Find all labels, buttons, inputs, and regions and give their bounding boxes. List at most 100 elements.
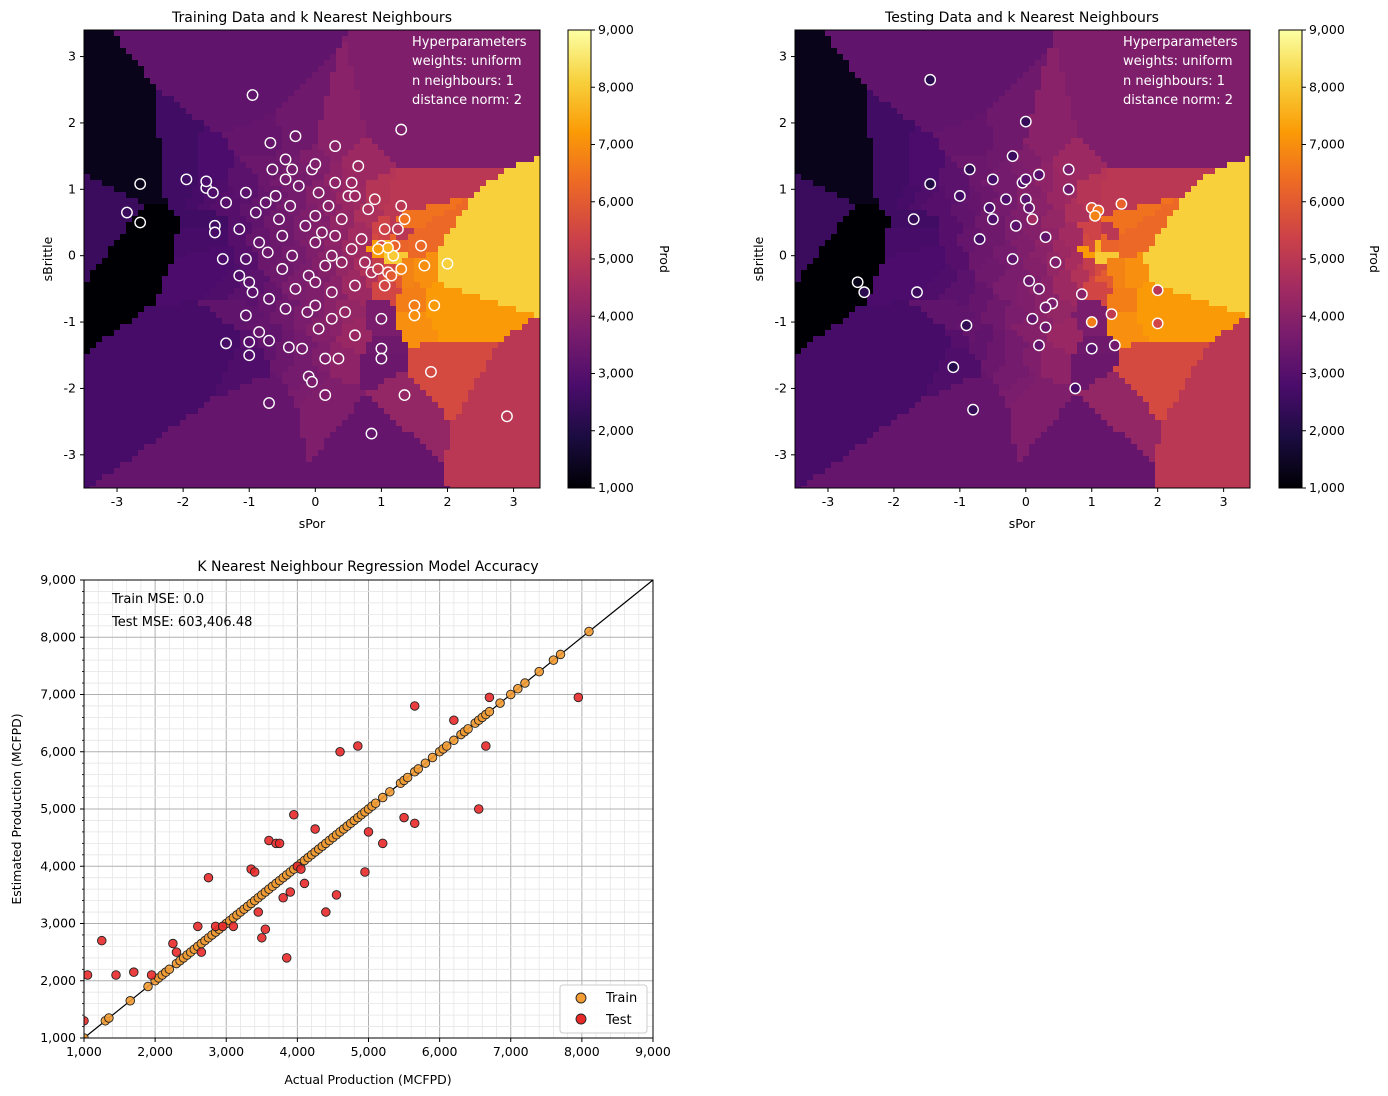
surface-cell — [378, 294, 385, 301]
surface-cell — [354, 174, 361, 181]
surface-cell — [270, 102, 277, 109]
surface-cell — [450, 162, 457, 169]
surface-cell — [222, 348, 229, 355]
surface-cell — [234, 414, 241, 421]
surface-cell — [426, 294, 433, 301]
surface-cell — [492, 138, 499, 145]
surface-cell — [366, 102, 373, 109]
surface-cell — [462, 48, 469, 55]
surface-cell — [516, 240, 523, 247]
surface-cell — [324, 30, 331, 37]
surface-cell — [516, 270, 523, 277]
surface-cell — [324, 222, 331, 229]
surface-cell — [384, 372, 391, 379]
surface-cell — [498, 60, 505, 67]
surface-cell — [372, 414, 379, 421]
surface-cell — [324, 408, 331, 415]
surface-cell — [126, 384, 133, 391]
surface-cell — [300, 30, 307, 37]
surface-cell — [402, 288, 409, 295]
surface-cell — [354, 48, 361, 55]
surface-cell — [282, 252, 289, 259]
surface-cell — [522, 42, 529, 49]
surface-cell — [354, 228, 361, 235]
surface-cell — [498, 306, 505, 313]
surface-cell — [378, 180, 385, 187]
surface-cell — [528, 42, 535, 49]
surface-cell — [294, 222, 301, 229]
surface-cell — [270, 378, 277, 385]
surface-cell — [510, 66, 517, 73]
surface-cell — [504, 198, 511, 205]
surface-cell — [102, 60, 109, 67]
surface-cell — [144, 150, 151, 157]
surface-cell — [240, 294, 247, 301]
surface-cell — [492, 408, 499, 415]
surface-cell — [192, 336, 199, 343]
surface-cell — [240, 330, 247, 337]
surface-cell — [522, 216, 529, 223]
surface-cell — [132, 342, 139, 349]
surface-cell — [516, 126, 523, 133]
surface-cell — [456, 186, 463, 193]
surface-cell — [240, 162, 247, 169]
surface-cell — [180, 216, 187, 223]
surface-cell — [132, 120, 139, 127]
surface-cell — [198, 174, 205, 181]
surface-cell — [498, 42, 505, 49]
surface-cell — [210, 306, 217, 313]
surface-cell — [450, 276, 457, 283]
surface-cell — [120, 30, 127, 37]
surface-cell — [306, 186, 313, 193]
surface-cell — [252, 354, 259, 361]
surface-cell — [174, 246, 181, 253]
surface-cell — [474, 216, 481, 223]
surface-cell — [258, 60, 265, 67]
surface-cell — [348, 408, 355, 415]
surface-cell — [378, 372, 385, 379]
surface-cell — [510, 228, 517, 235]
surface-cell — [384, 216, 391, 223]
surface-cell — [234, 378, 241, 385]
surface-cell — [504, 252, 511, 259]
surface-cell — [252, 324, 259, 331]
surface-cell — [168, 36, 175, 43]
surface-cell — [246, 372, 253, 379]
surface-cell — [372, 360, 379, 367]
surface-cell — [240, 54, 247, 61]
surface-cell — [162, 60, 169, 67]
surface-cell — [180, 156, 187, 163]
surface-cell — [180, 348, 187, 355]
surface-cell — [180, 396, 187, 403]
surface-cell — [438, 168, 445, 175]
surface-cell — [174, 96, 181, 103]
surface-cell — [150, 402, 157, 409]
surface-cell — [180, 234, 187, 241]
surface-cell — [114, 120, 121, 127]
surface-cell — [534, 84, 540, 91]
surface-cell — [198, 210, 205, 217]
surface-cell — [474, 258, 481, 265]
surface-cell — [192, 150, 199, 157]
surface-cell — [528, 168, 535, 175]
surface-cell — [108, 168, 115, 175]
surface-cell — [84, 360, 91, 367]
surface-cell — [432, 72, 439, 79]
surface-cell — [450, 150, 457, 157]
surface-cell — [306, 234, 313, 241]
surface-cell — [426, 396, 433, 403]
surface-cell — [372, 372, 379, 379]
surface-cell — [132, 150, 139, 157]
surface-cell — [108, 234, 115, 241]
surface-cell — [162, 414, 169, 421]
surface-cell — [390, 36, 397, 43]
surface-cell — [438, 228, 445, 235]
surface-cell — [450, 408, 457, 415]
surface-cell — [336, 54, 343, 61]
surface-cell — [444, 180, 451, 187]
surface-cell — [132, 204, 139, 211]
surface-cell — [402, 138, 409, 145]
surface-cell — [270, 330, 277, 337]
surface-cell — [234, 246, 241, 253]
surface-cell — [168, 72, 175, 79]
